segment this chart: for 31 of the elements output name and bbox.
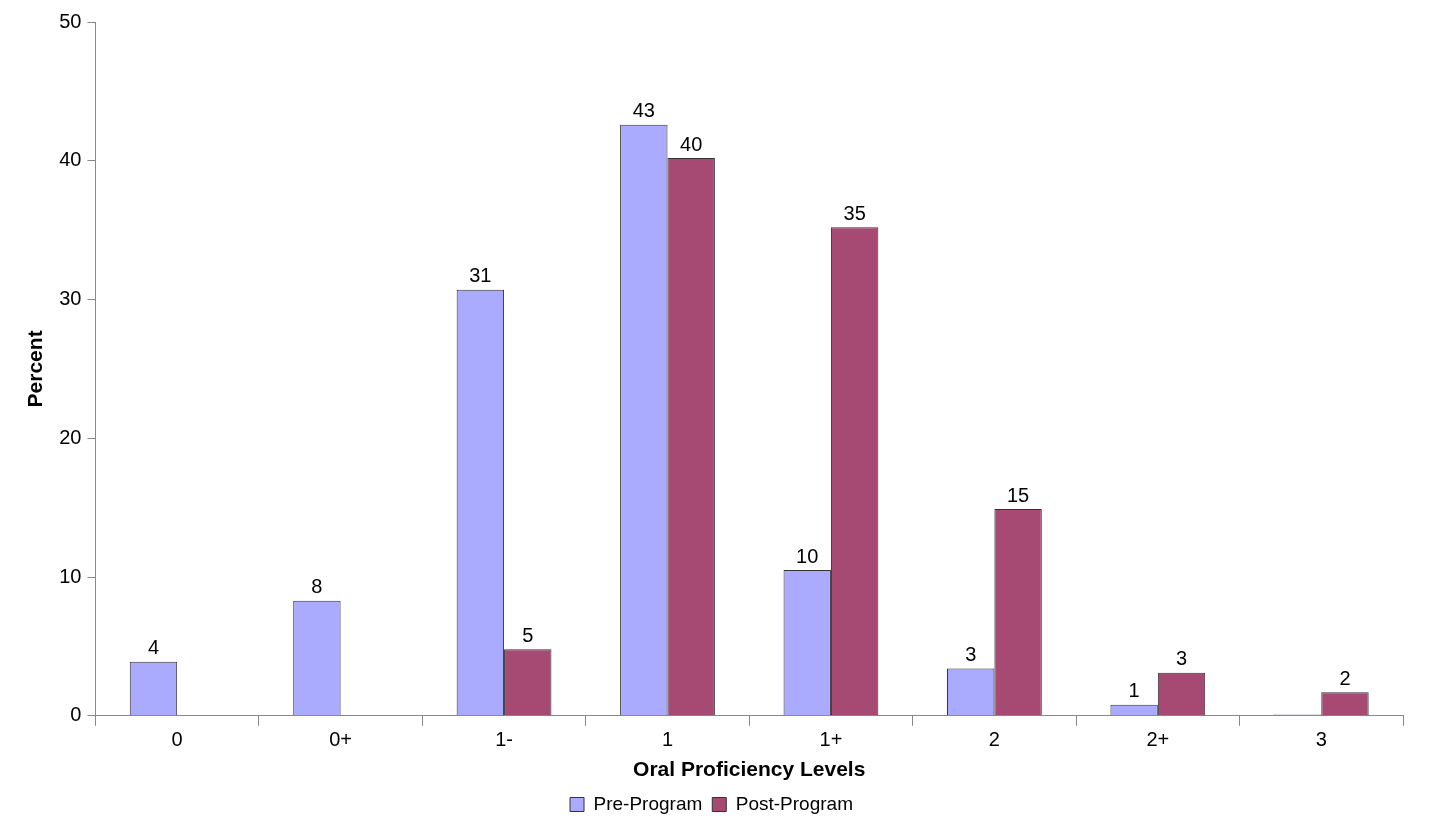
y-tick-label: 20 <box>59 425 82 448</box>
y-tick-label: 10 <box>59 564 82 587</box>
data-label: 2 <box>1339 666 1351 689</box>
data-label: 15 <box>1006 483 1030 506</box>
x-tick-label: 3 <box>1315 728 1327 751</box>
data-label: 8 <box>311 575 323 598</box>
x-tick-label: 2+ <box>1146 728 1170 751</box>
x-tick-label: 1+ <box>819 728 843 751</box>
data-label: 5 <box>522 623 534 646</box>
data-label: 40 <box>680 132 703 155</box>
y-tick-label: 30 <box>59 287 82 310</box>
data-label: 3 <box>965 643 977 666</box>
data-label: 43 <box>632 99 655 122</box>
data-label: 10 <box>796 544 819 567</box>
y-tick-label: 50 <box>59 9 82 32</box>
data-label: 1 <box>1128 679 1140 702</box>
x-tick-label: 0+ <box>329 728 353 751</box>
data-label: 31 <box>469 264 492 287</box>
x-tick-label: 1- <box>495 728 513 751</box>
legend-label: Post-Program <box>735 792 853 814</box>
data-label: 3 <box>1175 647 1188 670</box>
y-tick-label: 0 <box>70 703 82 726</box>
y-axis-title: Percent <box>23 330 47 408</box>
data-label: 35 <box>843 201 866 224</box>
x-tick-label: 1 <box>661 728 674 751</box>
x-tick-label: 2 <box>988 728 1000 751</box>
legend-label: Pre-Program <box>593 792 703 814</box>
y-tick-label: 40 <box>59 148 82 171</box>
data-label: 4 <box>147 636 160 659</box>
x-tick-label: 0 <box>171 728 183 751</box>
x-axis-title: Oral Proficiency Levels <box>633 757 866 781</box>
